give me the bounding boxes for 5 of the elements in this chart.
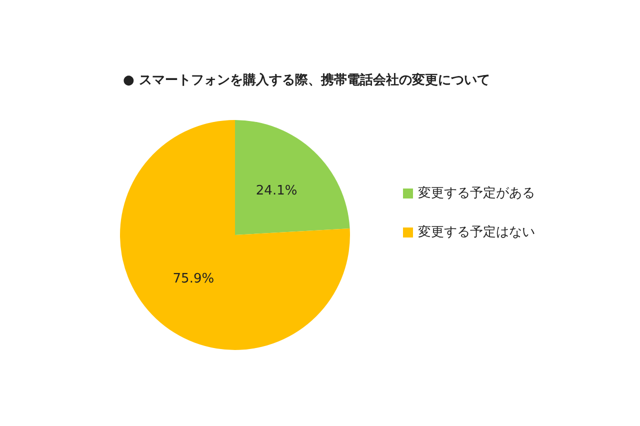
legend-label: 変更する予定がある bbox=[418, 185, 535, 201]
chart-title: ● スマートフォンを購入する際、携帯電話会社の変更について bbox=[123, 72, 490, 88]
legend-label: 変更する予定はない bbox=[418, 224, 535, 240]
data-label: 75.9% bbox=[172, 271, 214, 286]
data-label: 24.1% bbox=[256, 184, 298, 199]
